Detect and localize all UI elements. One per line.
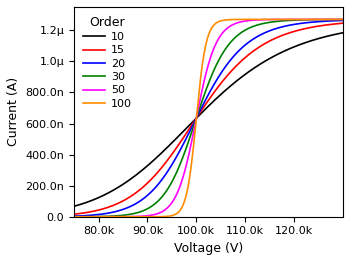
10 (333, 33, 337, 36)
100 (284, 18, 288, 21)
50 (86, 215, 90, 218)
30 (333, 18, 337, 21)
Line: 50: 50 (74, 19, 343, 217)
Legend: 10, 15, 20, 30, 50, 100: 10, 15, 20, 30, 50, 100 (80, 13, 135, 112)
10 (333, 33, 337, 36)
100 (203, 48, 207, 51)
50 (284, 18, 288, 21)
50 (196, 110, 200, 113)
10 (341, 31, 345, 34)
15 (333, 22, 337, 25)
10 (86, 200, 90, 204)
20 (203, 100, 207, 103)
50 (333, 18, 337, 21)
15 (203, 104, 207, 107)
20 (196, 114, 200, 117)
Line: 10: 10 (74, 33, 343, 206)
15 (72, 212, 76, 216)
100 (333, 18, 337, 21)
15 (341, 21, 345, 25)
100 (196, 102, 200, 106)
50 (203, 76, 207, 79)
15 (284, 32, 288, 36)
Line: 30: 30 (74, 19, 343, 217)
10 (203, 108, 207, 111)
20 (333, 19, 337, 22)
30 (284, 19, 288, 22)
15 (196, 114, 200, 118)
10 (196, 115, 200, 118)
10 (284, 49, 288, 52)
100 (72, 215, 76, 218)
20 (284, 24, 288, 28)
20 (72, 215, 76, 218)
30 (72, 215, 76, 218)
30 (203, 91, 207, 95)
30 (341, 18, 345, 21)
20 (333, 19, 337, 22)
30 (333, 18, 337, 21)
100 (341, 18, 345, 21)
X-axis label: Voltage (V): Voltage (V) (174, 242, 243, 255)
30 (196, 112, 200, 116)
15 (333, 22, 337, 25)
100 (86, 215, 90, 218)
50 (72, 215, 76, 218)
50 (333, 18, 337, 21)
Line: 15: 15 (74, 23, 343, 214)
Line: 100: 100 (74, 19, 343, 217)
20 (86, 214, 90, 217)
10 (72, 205, 76, 208)
30 (86, 215, 90, 218)
15 (86, 211, 90, 214)
Line: 20: 20 (74, 20, 343, 216)
100 (333, 18, 337, 21)
50 (341, 18, 345, 21)
20 (341, 19, 345, 22)
Y-axis label: Current (A): Current (A) (7, 77, 20, 146)
